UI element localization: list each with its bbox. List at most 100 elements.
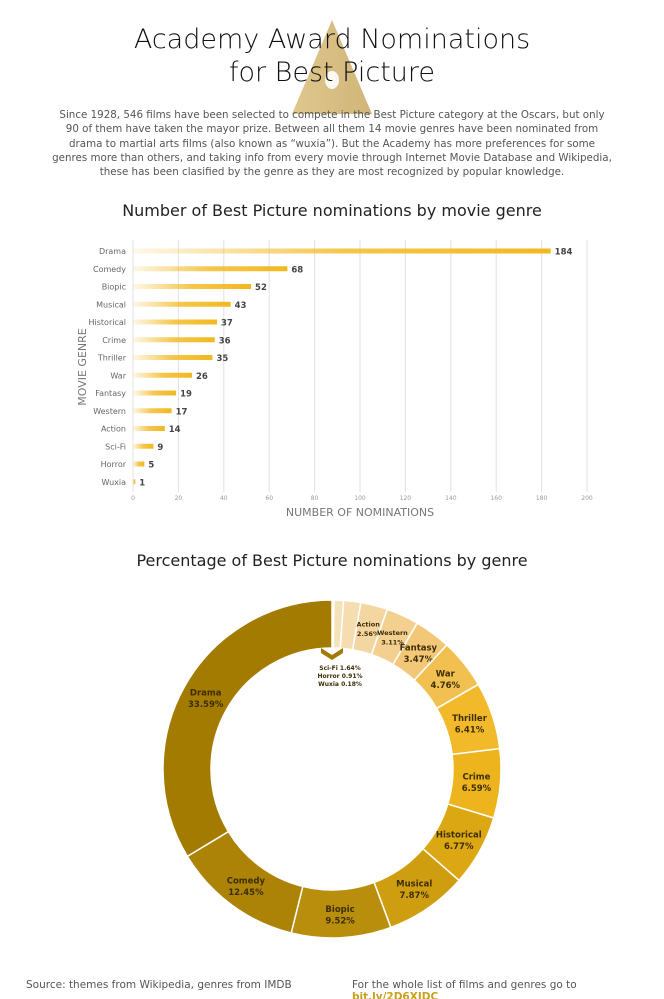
slice-label-value: 33.59% [188, 700, 224, 710]
small-slice-label: Horror 0.91% [317, 673, 362, 680]
x-tick-label: 20 [175, 495, 183, 502]
slice-label-name: Crime [462, 773, 490, 783]
bar [133, 372, 193, 378]
donut-slice [162, 599, 333, 858]
bar [133, 319, 217, 325]
data-label: 35 [216, 354, 228, 364]
bar [133, 284, 252, 289]
data-label: 5 [148, 461, 154, 471]
slice-label-value: 4.76% [431, 681, 461, 691]
x-tick-label: 100 [354, 495, 366, 502]
bar [133, 248, 551, 254]
donut-chart-title: Percentage of Best Picture nominations b… [136, 551, 528, 570]
data-label: 9 [157, 443, 163, 453]
donut-slice [392, 622, 448, 682]
data-label: 1 [139, 478, 145, 488]
donut-slice [351, 601, 389, 656]
oscar-statuette-icon [292, 20, 372, 114]
slice-label-name: Comedy [227, 877, 266, 887]
slice-label-value: 6.41% [455, 726, 485, 736]
data-label: 26 [196, 372, 208, 382]
donut-slice [290, 881, 392, 939]
donut-slice [446, 747, 502, 819]
y-tick-label: War [110, 371, 126, 380]
slice-label-value: 6.59% [462, 784, 492, 794]
slice-label-name: Musical [396, 879, 432, 889]
data-label: 184 [555, 248, 573, 258]
donut-slice [186, 830, 304, 934]
bar [133, 355, 213, 360]
slice-label-name: Historical [436, 830, 482, 840]
y-tick-label: Western [93, 407, 126, 416]
slice-label-value: 6.77% [444, 842, 474, 852]
slice-label-name: War [436, 670, 456, 680]
donut-slice [373, 847, 461, 929]
x-tick-label: 140 [445, 495, 457, 502]
page-subtitle: for Best Picture [228, 57, 436, 88]
slice-label-name: Fantasy [400, 644, 438, 654]
y-axis-label: MOVIE GENRE [76, 328, 89, 406]
bar [133, 301, 231, 307]
donut-slice [421, 803, 495, 882]
x-tick-label: 200 [581, 495, 593, 502]
y-tick-label: Biopic [102, 283, 126, 292]
slice-label-value: 2.56% [357, 630, 380, 638]
data-label: 43 [235, 301, 247, 311]
x-tick-label: 180 [536, 495, 548, 502]
slice-label-name: Biopic [325, 905, 354, 915]
slice-label-value: 12.45% [228, 888, 264, 898]
slice-label-name: Western [377, 629, 408, 637]
donut-slice [332, 599, 345, 650]
y-tick-label: Crime [102, 336, 126, 345]
y-tick-label: Wuxia [101, 478, 126, 487]
y-tick-label: Drama [99, 247, 126, 256]
x-tick-label: 40 [220, 495, 228, 502]
slice-label-name: Action [357, 621, 381, 629]
y-tick-label: Sci-Fi [105, 442, 126, 451]
list-link[interactable]: bit.ly/2D6XIDC [352, 991, 439, 999]
intro-paragraph: Since 1928, 546 films have been selected… [52, 109, 612, 179]
page-title: Academy Award Nominations [133, 24, 531, 55]
y-tick-label: Thriller [97, 354, 127, 363]
slice-label-name: Thriller [452, 714, 488, 724]
y-tick-label: Comedy [93, 265, 126, 274]
x-tick-label: 120 [400, 495, 412, 502]
data-label: 52 [255, 283, 267, 293]
x-tick-label: 160 [490, 495, 502, 502]
data-label: 68 [291, 265, 303, 275]
x-axis-label: NUMBER OF NOMINATIONS [286, 506, 434, 519]
bar [133, 461, 145, 467]
data-label: 36 [219, 336, 231, 346]
bar [133, 390, 177, 396]
chevron-down-icon [321, 648, 343, 660]
slice-label-value: 9.52% [325, 916, 355, 926]
bar-chart: 0 20 40 60 80 100 120 140 160 180 200 Drama 184 Comed… [76, 240, 593, 519]
bar [133, 408, 172, 414]
y-tick-label: Horror [101, 460, 127, 469]
slice-label-name: Drama [190, 689, 222, 699]
y-tick-label: Fantasy [95, 389, 126, 398]
bar [133, 426, 165, 431]
more-info-text: For the whole list of films and genres g… [352, 979, 577, 991]
x-tick-label: 80 [311, 495, 319, 502]
data-label: 14 [169, 425, 181, 435]
donut-slice [339, 599, 362, 651]
slice-label-value: 7.87% [399, 891, 429, 901]
y-tick-label: Musical [96, 300, 126, 309]
donut-slice [331, 599, 335, 649]
bar [133, 337, 215, 343]
donut-slice [370, 608, 419, 666]
slice-label-value: 3.47% [404, 655, 434, 665]
source-note: Source: themes from Wikipedia, genres fr… [26, 979, 292, 991]
small-slice-label: Wuxia 0.18% [318, 681, 362, 688]
x-tick-label: 60 [265, 495, 273, 502]
y-tick-label: Action [101, 425, 126, 434]
bar [133, 443, 154, 449]
bar-chart-title: Number of Best Picture nominations by mo… [122, 201, 542, 220]
bar [133, 479, 136, 485]
bar [133, 266, 288, 272]
x-tick-label: 0 [131, 495, 135, 502]
small-slice-label: Sci-Fi 1.64% [319, 665, 360, 672]
donut-slice [413, 643, 480, 710]
